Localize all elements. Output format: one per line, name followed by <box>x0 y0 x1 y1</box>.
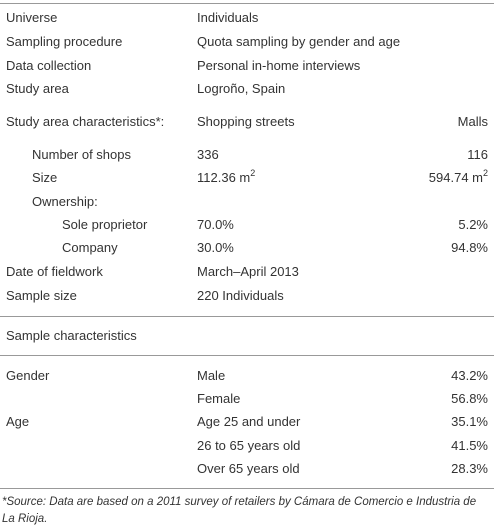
row-label: Number of shops <box>32 147 131 162</box>
cell: 112.36 m2 <box>197 168 256 186</box>
cell: 70.0% <box>197 217 234 232</box>
cell-text: 112.36 m <box>197 170 251 185</box>
row-label: Sample size <box>6 288 77 303</box>
row-label: Universe <box>6 10 58 25</box>
row-label: Sole proprietor <box>62 217 148 232</box>
top-rule <box>0 3 494 4</box>
row-label: Ownership: <box>32 194 98 209</box>
row-label: Date of fieldwork <box>6 264 103 279</box>
cell: 594.74 m2 <box>428 168 488 186</box>
cell: 35.1% <box>451 414 488 429</box>
row-value: Individuals <box>197 10 259 25</box>
row-label: Data collection <box>6 58 92 73</box>
row-label: 26 to 65 years old <box>197 438 301 453</box>
rule <box>0 316 494 317</box>
cell: 30.0% <box>197 240 234 255</box>
row-label: Study area characteristics*: <box>6 114 165 129</box>
cell: 28.3% <box>451 461 488 476</box>
rule <box>0 488 494 489</box>
footnote: *Source: Data are based on a 2011 survey… <box>2 496 477 525</box>
row-label: Female <box>197 391 241 406</box>
cell: 41.5% <box>451 438 488 453</box>
row-label: Over 65 years old <box>197 461 300 476</box>
cell: 56.8% <box>451 391 488 406</box>
row-label: Company <box>62 240 118 255</box>
row-value: Personal in-home interviews <box>197 58 361 73</box>
superscript: 2 <box>482 168 488 178</box>
group-label: Gender <box>6 368 50 383</box>
rule <box>0 355 494 356</box>
row-label: Study area <box>6 81 69 96</box>
section-title: Sample characteristics <box>6 328 137 343</box>
row-value: Quota sampling by gender and age <box>197 34 401 49</box>
column-header: Malls <box>457 114 488 129</box>
column-header: Shopping streets <box>197 114 295 129</box>
group-label: Age <box>6 414 30 429</box>
cell: 43.2% <box>451 368 488 383</box>
superscript: 2 <box>250 168 256 178</box>
row-label: Age 25 and under <box>197 414 301 429</box>
row-value: 220 Individuals <box>197 288 284 303</box>
row-value: Logroño, Spain <box>197 81 286 96</box>
cell: 336 <box>197 147 219 162</box>
cell-text: 594.74 m <box>428 170 483 185</box>
row-label: Male <box>197 368 226 383</box>
cell: 94.8% <box>451 240 488 255</box>
row-value: March–April 2013 <box>197 264 299 279</box>
row-label: Size <box>32 170 58 185</box>
cell: 116 <box>467 147 488 162</box>
row-label: Sampling procedure <box>6 34 123 49</box>
cell: 5.2% <box>458 217 488 232</box>
